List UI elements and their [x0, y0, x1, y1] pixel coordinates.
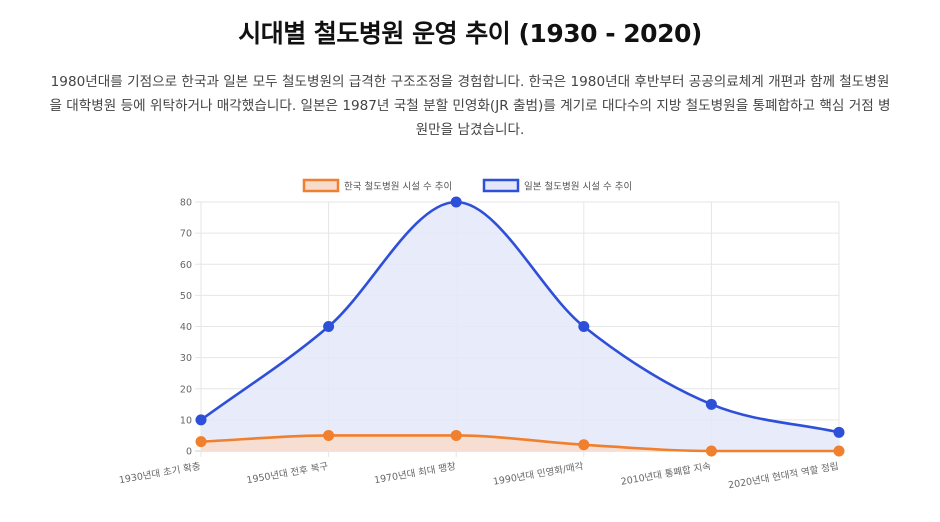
data-point: [578, 439, 590, 451]
y-tick-label: 40: [180, 322, 192, 333]
series-area-0: [201, 435, 839, 451]
y-tick-label: 20: [180, 384, 192, 395]
y-tick-label: 80: [180, 198, 192, 209]
legend-swatch: [482, 178, 520, 193]
data-point: [833, 426, 845, 438]
data-point: [833, 445, 845, 457]
y-tick-label: 70: [180, 229, 192, 240]
series-area-1: [201, 202, 839, 451]
legend-label: 한국 철도병원 시설 수 추이: [344, 182, 452, 193]
x-tick-label: 1930년대 초기 확충: [118, 460, 202, 486]
legend-label: 일본 철도병원 시설 수 추이: [524, 182, 632, 193]
data-point: [450, 196, 462, 208]
chart-description: 1980년대를 기점으로 한국과 일본 모두 철도병원의 급격한 구조조정을 경…: [49, 74, 891, 138]
data-point: [705, 398, 717, 410]
data-point: [323, 429, 335, 441]
y-tick-label: 60: [180, 260, 192, 271]
data-point: [705, 445, 717, 457]
data-point: [578, 321, 590, 332]
y-tick-label: 0: [186, 447, 192, 458]
y-tick-label: 30: [180, 353, 192, 364]
x-tick-label: 1950년대 전후 복구: [246, 461, 330, 486]
y-tick-label: 50: [180, 291, 192, 302]
legend-swatch: [302, 178, 340, 193]
x-tick-label: 2010년대 통폐합 지속: [620, 460, 712, 488]
x-tick-label: 1970년대 최대 팽창: [373, 461, 457, 486]
chart-title: 시대별 철도병원 운영 추이 (1930 - 2020): [238, 19, 702, 48]
data-point: [323, 321, 335, 332]
series-line-0: [200, 434, 839, 453]
x-tick-label: 2020년대 현대적 역할 정립: [727, 460, 839, 491]
data-point: [195, 436, 207, 448]
data-point: [450, 429, 462, 441]
x-tick-label: 1990년대 민영화/매각: [492, 460, 585, 488]
y-tick-label: 10: [180, 415, 192, 426]
data-point: [195, 414, 207, 426]
